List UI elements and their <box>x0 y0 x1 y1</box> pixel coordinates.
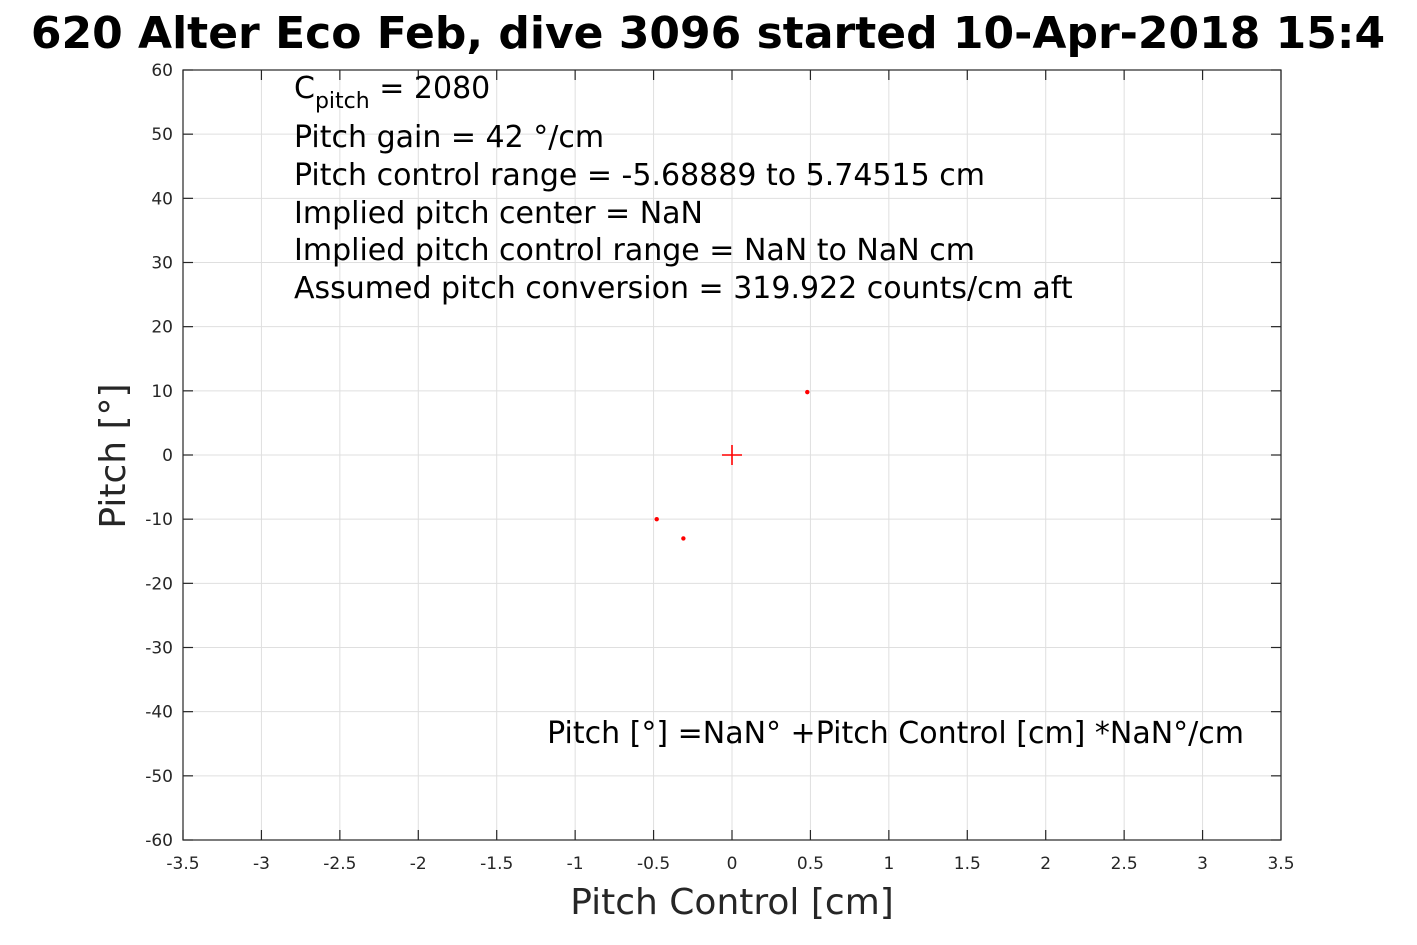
pitch-control-range-annotation: Pitch control range = -5.68889 to 5.7451… <box>294 158 985 193</box>
y-tick-label: -30 <box>145 639 173 659</box>
y-tick-label: -40 <box>145 703 173 723</box>
y-tick-label: 60 <box>151 61 173 81</box>
x-tick-label: -2 <box>410 854 427 874</box>
x-tick-label: -1 <box>567 854 584 874</box>
y-tick-label: 0 <box>162 446 173 466</box>
pitch-gain-annotation: Pitch gain = 42 °/cm <box>294 120 604 155</box>
c-pitch-subscript: pitch <box>315 89 370 114</box>
implied-pitch-center-annotation: Implied pitch center = NaN <box>294 196 703 231</box>
grid-lines <box>183 70 1281 840</box>
x-tick-label: 3 <box>1197 854 1208 874</box>
axis-ticks: -3.5 -3 -2.5 -2 -1.5 -1 -0.5 0 0.5 1 1.5 2 2.5 3 3.5 60… <box>145 61 1294 874</box>
y-tick-label: 20 <box>151 318 173 338</box>
x-tick-label: 0.5 <box>797 854 824 874</box>
data-point <box>654 516 659 522</box>
x-tick-label: -1.5 <box>480 854 513 874</box>
chart-title: 620 Alter Eco Feb, dive 3096 started 10-… <box>31 8 1385 59</box>
x-tick-label: 1.5 <box>954 854 981 874</box>
y-tick-label: -20 <box>145 574 173 594</box>
x-tick-label: 2.5 <box>1111 854 1138 874</box>
y-tick-label: -50 <box>145 767 173 787</box>
y-tick-label: 30 <box>151 254 173 274</box>
x-tick-label: -3 <box>253 854 270 874</box>
c-pitch-annotation: Cpitch = 2080 <box>294 71 490 114</box>
x-tick-label: 1 <box>883 854 894 874</box>
y-tick-label: 40 <box>151 189 173 209</box>
x-tick-label: 3.5 <box>1267 854 1294 874</box>
assumed-pitch-conversion-annotation: Assumed pitch conversion = 319.922 count… <box>294 271 1073 306</box>
c-pitch-value: = 2080 <box>370 71 491 106</box>
x-tick-label: 0 <box>727 854 738 874</box>
y-tick-label: -60 <box>145 831 173 851</box>
x-tick-label: 2 <box>1040 854 1051 874</box>
implied-pitch-control-range-annotation: Implied pitch control range = NaN to NaN… <box>294 233 975 268</box>
x-axis-label: Pitch Control [cm] <box>570 882 894 923</box>
y-tick-label: 50 <box>151 125 173 145</box>
center-plus-marker <box>722 445 742 465</box>
y-tick-label: -10 <box>145 510 173 530</box>
x-tick-label: -3.5 <box>166 854 199 874</box>
data-point <box>681 536 686 541</box>
y-axis-label: Pitch [°] <box>93 383 134 528</box>
fit-equation-annotation: Pitch [°] =NaN° +Pitch Control [cm] *NaN… <box>547 716 1244 751</box>
c-pitch-symbol: C <box>294 71 315 106</box>
x-tick-label: -2.5 <box>323 854 356 874</box>
x-tick-label: -0.5 <box>637 854 670 874</box>
y-tick-label: 10 <box>151 382 173 402</box>
data-point <box>805 389 810 395</box>
data-marks <box>654 389 810 541</box>
